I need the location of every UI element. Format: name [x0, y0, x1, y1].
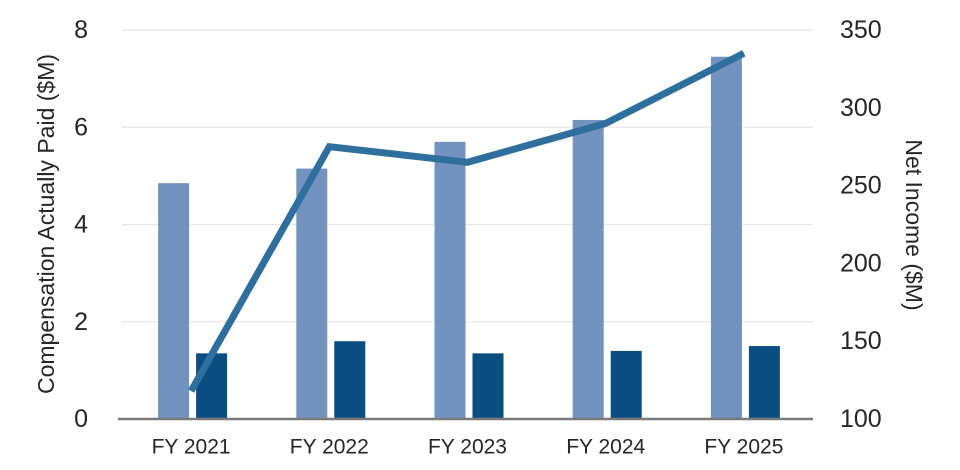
right-axis-title: Net Income ($M) — [901, 139, 927, 310]
x-axis-category-label: FY 2022 — [290, 436, 369, 459]
bar-dark — [610, 350, 642, 419]
bar-dark — [472, 353, 504, 419]
right-axis-tick-label: 300 — [840, 94, 882, 122]
left-axis-tick-label: 0 — [74, 405, 88, 433]
right-axis-tick-label: 200 — [840, 249, 882, 277]
bar-light — [434, 141, 466, 419]
bar-light — [710, 56, 742, 420]
left-axis-tick-label: 6 — [74, 113, 88, 141]
bar-dark — [748, 346, 780, 419]
bar-dark — [334, 341, 366, 419]
x-axis-category-label: FY 2025 — [704, 436, 783, 459]
right-axis-tick-label: 100 — [840, 405, 882, 433]
bar-light — [572, 119, 604, 420]
right-axis-tick-label: 350 — [840, 16, 882, 44]
right-axis-tick-label: 150 — [840, 327, 882, 355]
left-axis-tick-label: 4 — [74, 211, 88, 239]
net-income-line — [188, 50, 746, 393]
x-axis-category-label: FY 2021 — [152, 436, 231, 459]
bar-light — [158, 183, 190, 419]
left-axis-tick-label: 2 — [74, 308, 88, 336]
left-axis-tick-label: 8 — [74, 16, 88, 44]
x-axis-category-label: FY 2023 — [428, 436, 507, 459]
bar-light — [296, 168, 328, 419]
left-axis-title: Compensation Actually Paid ($M) — [33, 54, 59, 394]
right-axis-tick-label: 250 — [840, 172, 882, 200]
x-axis-category-label: FY 2024 — [566, 436, 645, 459]
bar-dark — [196, 353, 228, 419]
